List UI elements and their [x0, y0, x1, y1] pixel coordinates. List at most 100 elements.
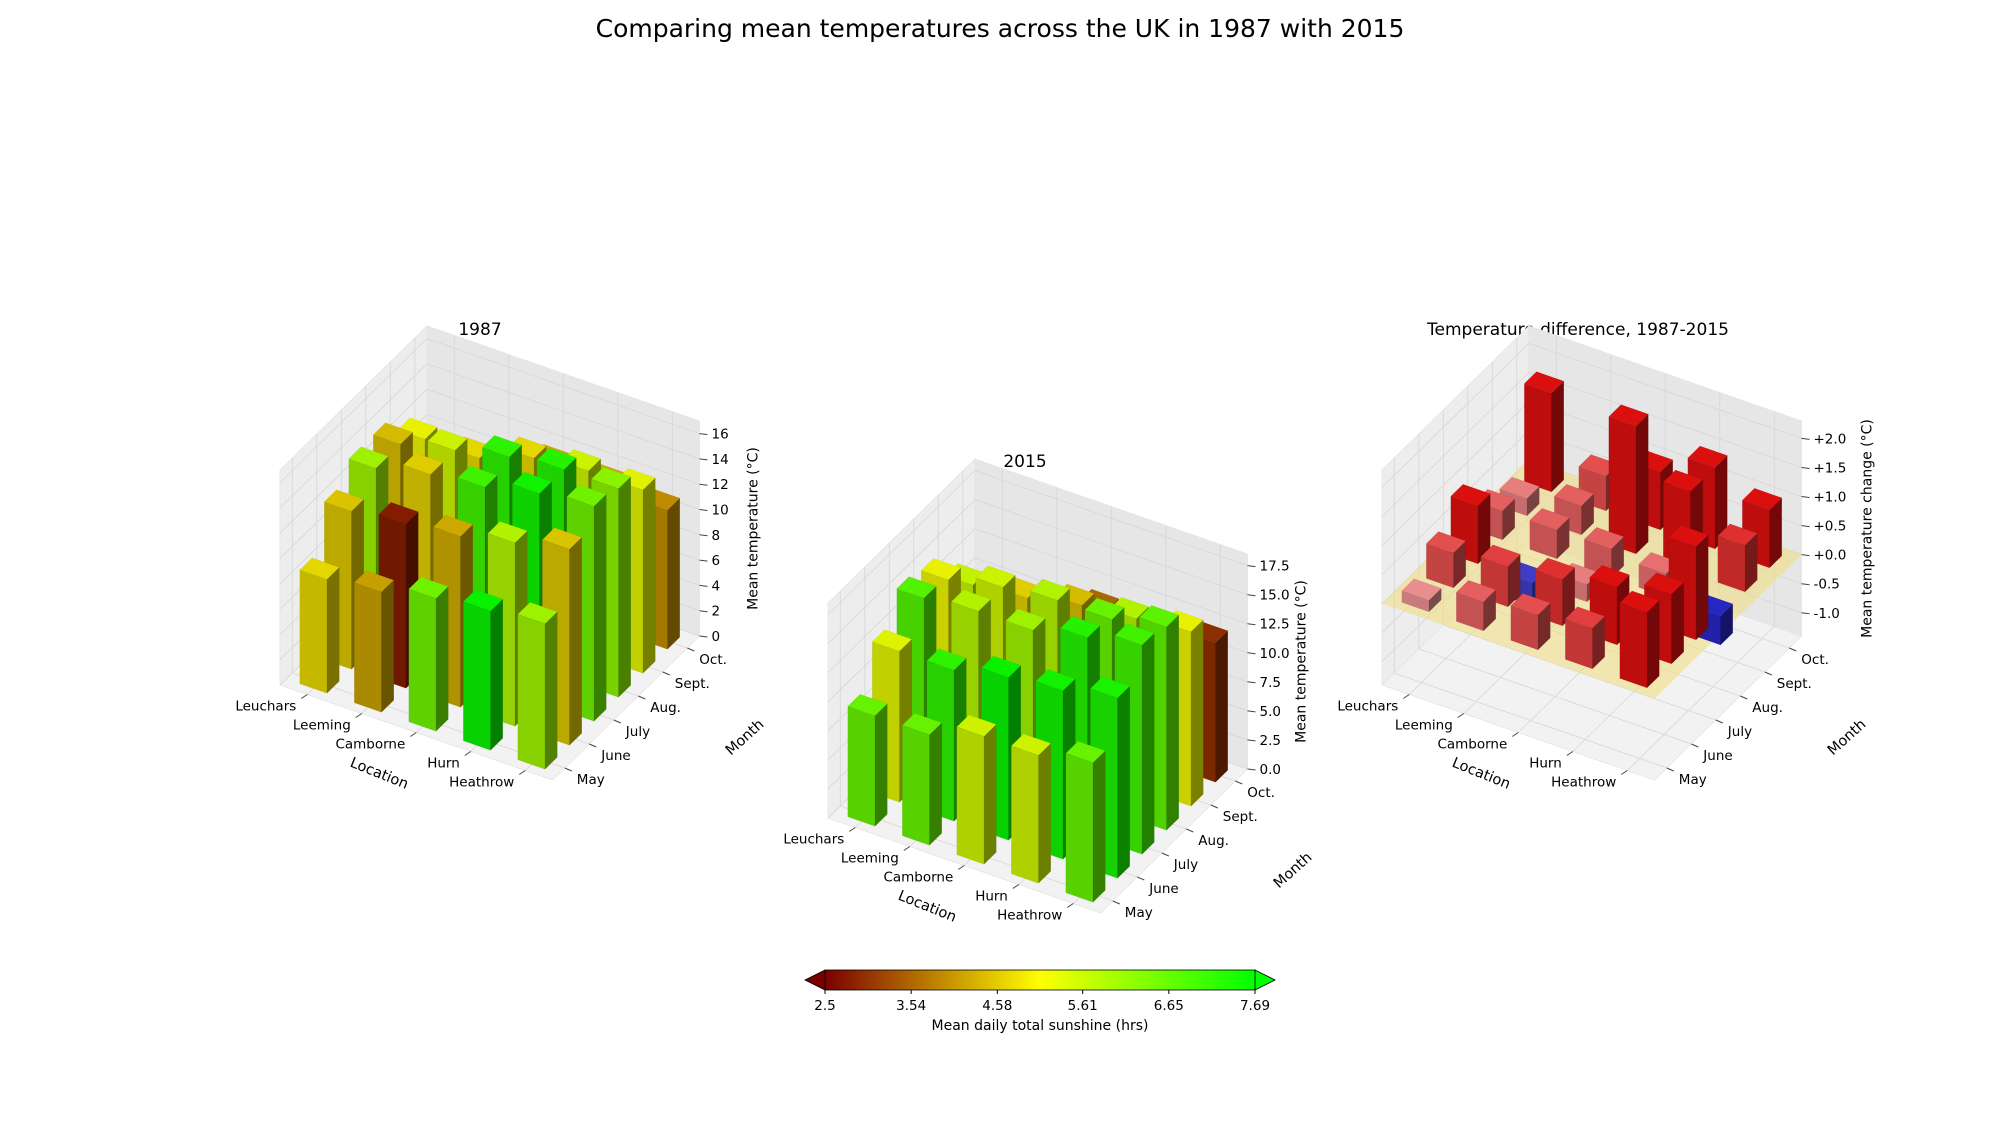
bar-top-face	[1138, 605, 1180, 628]
x-tick-label: Heathrow	[449, 775, 514, 791]
z-tick	[699, 584, 708, 587]
bar-top-face	[1510, 593, 1551, 616]
z-tick	[1801, 467, 1810, 469]
y-tick	[613, 719, 621, 724]
y-tick	[564, 767, 572, 772]
left-wall-grid-line	[1381, 372, 1530, 517]
bar-heathrow-may	[1065, 741, 1106, 903]
bar-top-face	[1089, 676, 1131, 699]
floor-grid-line	[1443, 624, 1716, 721]
y-tick	[1666, 767, 1674, 772]
x-tick	[1403, 694, 1410, 699]
z-tick-label: 8	[712, 528, 721, 544]
bar-top-face	[397, 417, 438, 440]
bar-hurn-may	[1010, 733, 1052, 884]
z-tick-label: 5.0	[1260, 704, 1281, 720]
figure-title: Comparing mean temperatures across the U…	[595, 14, 1405, 43]
z-tick-label: 12.5	[1260, 617, 1290, 633]
bar-top-face	[1108, 596, 1150, 619]
bar-top-face	[1619, 590, 1660, 613]
z-tick-label: 7.5	[1260, 675, 1281, 691]
z-tick-label: 10	[712, 503, 729, 519]
colorbar-label: Mean daily total sunshine (hrs)	[932, 1018, 1149, 1034]
z-tick	[1247, 652, 1256, 655]
y-tick	[1112, 900, 1120, 905]
x-tick	[958, 865, 965, 870]
colorbar-tick-label: 3.54	[896, 998, 926, 1014]
y-tick-label: June	[600, 748, 630, 764]
bar-top-face	[1029, 578, 1071, 601]
bar-top-face	[408, 576, 449, 599]
x-tick	[1067, 903, 1074, 908]
bar-heathrow-sept	[1717, 523, 1758, 593]
x-tick	[1566, 751, 1574, 756]
z-tick	[1247, 623, 1256, 626]
back-wall-grid-line	[426, 338, 700, 434]
bar-top-face	[920, 558, 962, 581]
bar-top-face	[566, 484, 607, 507]
y-tick-label: Sept.	[1777, 676, 1812, 692]
y-tick	[1161, 852, 1169, 857]
z-tick-label: +2.0	[1814, 431, 1847, 447]
chart-1987-title: 1987	[458, 320, 502, 340]
back-wall-grid-line	[974, 528, 1248, 625]
z-tick	[1801, 612, 1810, 615]
bar-hurn-may	[462, 589, 504, 751]
z-tick-label: 6	[712, 553, 721, 569]
bar-top-face	[1450, 484, 1491, 507]
colorbar-tick-label: 4.58	[982, 998, 1012, 1014]
bar-top-face	[975, 565, 1016, 588]
y-tick-label: May	[1125, 905, 1153, 921]
x-tick-label: Hurn	[975, 889, 1008, 905]
bar-top-face	[536, 447, 577, 470]
z-tick	[1247, 710, 1256, 713]
bar-top-face	[1455, 580, 1497, 603]
y-tick	[589, 743, 597, 748]
colorbar-gradient	[824, 969, 1256, 991]
bar-top-face	[950, 589, 992, 612]
floor-grid-line	[1394, 672, 1667, 769]
bar-top-face	[323, 489, 365, 512]
bar-top-face	[1529, 508, 1570, 531]
y-tick	[1691, 743, 1699, 748]
z-tick	[699, 534, 708, 537]
colorbar-tick-label: 2.5	[814, 998, 835, 1014]
bar-top-face	[1717, 523, 1758, 546]
x-tick	[1012, 884, 1020, 889]
bar-top-face	[1534, 557, 1576, 580]
back-wall-grid-line	[1528, 343, 1802, 439]
colorbar-tick-label: 6.65	[1154, 998, 1184, 1014]
bar-top-face	[1583, 527, 1625, 550]
bar-camborne-may	[1510, 593, 1551, 651]
bar-top-face	[1643, 572, 1685, 595]
bar-top-face	[615, 468, 656, 491]
back-wall-grid-line	[1528, 401, 1802, 497]
x-tick-label: Leuchars	[235, 699, 296, 715]
y-tick	[638, 695, 646, 700]
bar-top-face	[1523, 371, 1565, 394]
y-tick	[687, 647, 695, 652]
x-tick-label: Leuchars	[1337, 699, 1398, 715]
bar-top-face	[378, 502, 419, 525]
x-tick	[1512, 732, 1519, 737]
bar-top-face	[372, 422, 414, 445]
z-tick	[1801, 554, 1810, 557]
y-tick-label: June	[1702, 748, 1732, 764]
bar-leuchars-june	[1425, 531, 1467, 589]
bar-top-face	[1741, 488, 1783, 511]
bar-heathrow-may	[517, 602, 558, 770]
bar-top-face	[511, 471, 553, 494]
back-wall-grid-line	[426, 363, 700, 460]
z-tick-label: 12	[712, 477, 729, 493]
left-wall-grid-line	[827, 470, 976, 615]
bar-top-face	[1553, 484, 1595, 507]
z-tick	[1247, 681, 1256, 684]
bar-top-face	[956, 714, 997, 737]
y-tick	[1235, 780, 1243, 785]
bar-top-face	[1662, 469, 1704, 492]
x-tick	[301, 694, 308, 699]
bar-top-face	[299, 557, 340, 580]
bar-top-face	[1005, 608, 1046, 631]
